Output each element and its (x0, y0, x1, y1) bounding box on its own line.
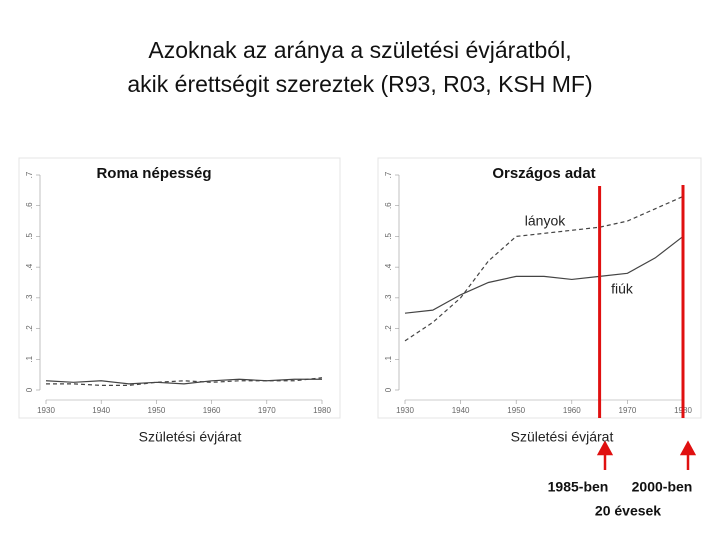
x-tick-label: 1950 (148, 406, 166, 415)
x-tick-label: 1970 (619, 406, 637, 415)
y-tick-label: .3 (25, 294, 34, 301)
y-tick-label: .2 (25, 325, 34, 332)
x-tick-label: 1930 (396, 406, 414, 415)
y-tick-label: .5 (25, 233, 34, 240)
x-tick-label: 1930 (37, 406, 55, 415)
y-tick-label: .5 (384, 233, 393, 240)
y-tick-label: .7 (384, 171, 393, 178)
arrows (596, 440, 697, 470)
x-tick-label: 1940 (92, 406, 110, 415)
y-tick-label: .1 (384, 355, 393, 362)
series-line (404, 235, 684, 314)
y-tick-label: .3 (384, 294, 393, 301)
series-line (404, 195, 684, 342)
plot-frame (18, 157, 341, 419)
y-tick-label: .7 (25, 171, 34, 178)
y-tick-label: .1 (25, 355, 34, 362)
arrow-head (596, 440, 614, 456)
y-tick-label: 0 (25, 387, 34, 392)
x-tick-label: 1970 (258, 406, 276, 415)
plot-frame (377, 157, 702, 419)
y-tick-label: .2 (384, 325, 393, 332)
x-tick-label: 1960 (563, 406, 581, 415)
x-axis-label: Születési évjárat (511, 429, 614, 445)
y-tick-label: .4 (25, 263, 34, 270)
y-tick-label: .4 (384, 263, 393, 270)
chart-title: Roma népesség (96, 165, 211, 182)
footer-text: 20 évesek (595, 503, 661, 519)
x-axis-label: Születési évjárat (139, 429, 242, 445)
footer-text: 2000-ben (632, 479, 693, 495)
chart-panel: 0.1.2.3.4.5.6.7193019401950196019701980l… (377, 157, 702, 445)
y-tick-label: .6 (25, 202, 34, 209)
title-line: Azoknak az aránya a születési évjáratból… (148, 37, 571, 63)
footer-text: 1985-ben (548, 479, 609, 495)
y-tick-label: 0 (384, 387, 393, 392)
arrow-head (679, 440, 697, 456)
x-tick-label: 1940 (452, 406, 470, 415)
series-label: fiúk (611, 281, 634, 297)
title-box (84, 160, 224, 186)
series-line (45, 378, 322, 385)
x-tick-label: 1960 (203, 406, 221, 415)
y-tick-label: .6 (384, 202, 393, 209)
title-box (474, 160, 614, 186)
chart-panel: 0 .1 .2 .3 .4 .5 .6 .7 1930 1940 1950 1960 1970 1980 R… (18, 157, 341, 445)
x-tick-label: 1950 (507, 406, 525, 415)
x-tick-label: 1980 (313, 406, 331, 415)
title-line: akik érettségit szereztek (R93, R03, KSH… (127, 71, 592, 97)
chart-title: Országos adat (492, 165, 595, 182)
series-label: lányok (525, 213, 566, 229)
